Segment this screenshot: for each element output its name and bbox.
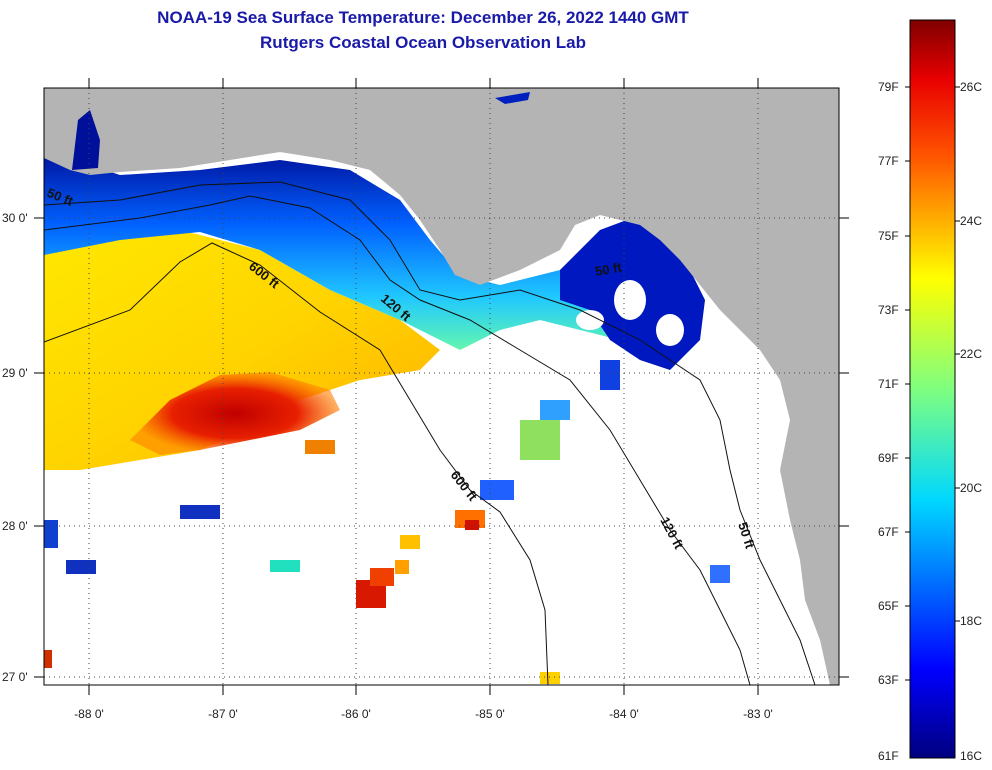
lat-label-27: 27 0' bbox=[2, 670, 28, 684]
cbar-f-75: 75F bbox=[878, 229, 899, 243]
sst-coastal-cool-band bbox=[44, 150, 700, 360]
depth-contours bbox=[44, 181, 816, 685]
sst-warm-region bbox=[44, 230, 440, 470]
colorbar: 79F 77F 75F 73F 71F 69F 67F 65F 63F 61F … bbox=[878, 19, 982, 763]
cbar-c-26: 26C bbox=[960, 80, 982, 94]
cbar-c-20: 20C bbox=[960, 481, 982, 495]
depth-label-50ft-big-bend: 50 ft bbox=[594, 259, 624, 279]
contour-50ft bbox=[44, 181, 816, 685]
cbar-f-73: 73F bbox=[878, 303, 899, 317]
cloud-gaps bbox=[576, 280, 684, 346]
cbar-f-61: 61F bbox=[878, 749, 899, 763]
lon-label-84: -84 0' bbox=[609, 707, 639, 721]
cbar-f-69: 69F bbox=[878, 451, 899, 465]
contour-120ft bbox=[44, 195, 751, 685]
cbar-c-18: 18C bbox=[960, 614, 982, 628]
sst-hot-streak bbox=[130, 372, 340, 455]
cbar-f-79: 79F bbox=[878, 80, 899, 94]
cbar-c-24: 24C bbox=[960, 214, 982, 228]
cbar-f-65: 65F bbox=[878, 599, 899, 613]
map-panel: 50 ft 600 ft 120 ft 50 ft 600 ft 120 ft … bbox=[44, 88, 839, 685]
cbar-c-16: 16C bbox=[960, 749, 982, 763]
contour-600ft bbox=[44, 242, 549, 685]
map-title: NOAA-19 Sea Surface Temperature: Decembe… bbox=[157, 8, 689, 27]
lon-label-83: -83 0' bbox=[743, 707, 773, 721]
frame-ticks bbox=[34, 78, 849, 695]
lon-label-85: -85 0' bbox=[475, 707, 505, 721]
cbar-f-77: 77F bbox=[878, 154, 899, 168]
land-mass bbox=[44, 88, 839, 685]
mobile-bay bbox=[72, 110, 100, 170]
lon-label-88: -88 0' bbox=[74, 707, 104, 721]
cbar-f-67: 67F bbox=[878, 525, 899, 539]
inland-lake bbox=[495, 92, 530, 104]
lat-label-29: 29 0' bbox=[2, 366, 28, 380]
colorbar-gradient bbox=[909, 19, 956, 759]
lon-label-86: -86 0' bbox=[341, 707, 371, 721]
lon-label-87: -87 0' bbox=[208, 707, 238, 721]
lat-label-30: 30 0' bbox=[2, 211, 28, 225]
cbar-f-63: 63F bbox=[878, 673, 899, 687]
lat-label-28: 28 0' bbox=[2, 519, 28, 533]
map-subtitle: Rutgers Coastal Ocean Observation Lab bbox=[260, 33, 586, 52]
sst-scattered-patches bbox=[44, 360, 730, 684]
map-frame bbox=[43, 87, 840, 686]
cbar-c-22: 22C bbox=[960, 347, 982, 361]
cbar-f-71: 71F bbox=[878, 377, 899, 391]
